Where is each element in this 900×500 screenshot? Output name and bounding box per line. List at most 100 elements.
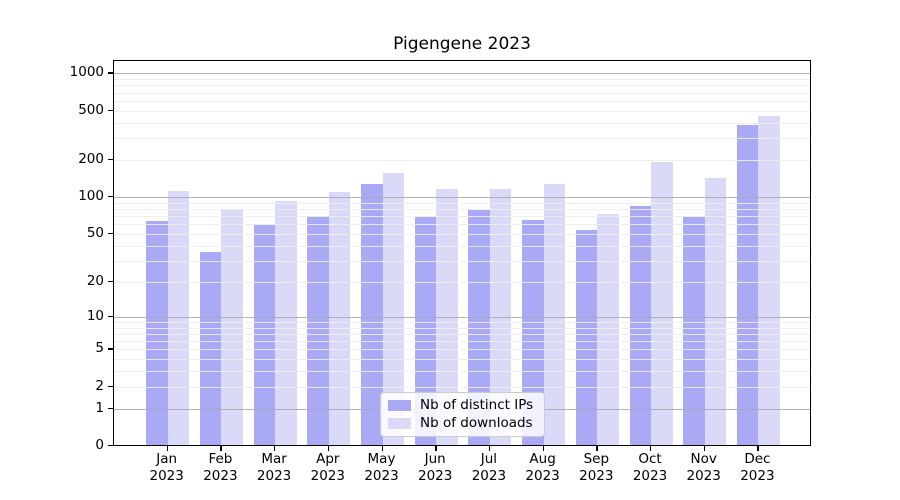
x-tick-mark-mar (274, 446, 276, 451)
x-tick-mark-may (381, 446, 383, 451)
legend-label-downloads: Nb of downloads (420, 414, 533, 431)
minor-gridline-50 (114, 233, 810, 235)
y-tick-mark-5 (108, 348, 113, 350)
x-tick-mark-jul (488, 446, 491, 451)
x-tick-label-jul: Jul 2023 (471, 451, 507, 484)
minor-gridline-700 (114, 92, 810, 94)
y-tick-label-10: 10 (86, 307, 104, 324)
x-tick-mark-sep (596, 446, 598, 451)
x-tick-label-dec: Dec 2023 (740, 451, 775, 484)
y-tick-label-1000: 1000 (69, 64, 104, 81)
minor-gridline-600 (114, 100, 810, 102)
legend-item-downloads: Nb of downloads (388, 414, 537, 431)
legend-label-distinct-ips: Nb of distinct IPs (420, 397, 534, 414)
minor-gridline-7 (114, 333, 810, 335)
y-tick-mark-10 (108, 315, 113, 317)
minor-gridline-400 (114, 122, 810, 124)
bar-ips-dec (736, 124, 759, 445)
y-tick-mark-100 (108, 196, 113, 198)
x-tick-label-aug: Aug 2023 (525, 451, 560, 484)
major-gridline-10 (114, 316, 810, 318)
bar-downloads-sep (597, 214, 619, 445)
x-tick-mark-jun (435, 446, 437, 451)
minor-gridline-9 (114, 321, 810, 323)
legend: Nb of distinct IPs Nb of downloads (380, 392, 545, 437)
y-tick-mark-500 (108, 109, 113, 111)
x-tick-mark-feb (220, 446, 222, 451)
x-tick-mark-aug (542, 446, 544, 451)
minor-gridline-200 (114, 159, 810, 161)
minor-gridline-4 (114, 359, 810, 361)
bar-ips-may (361, 183, 383, 445)
bar-ips-mar (253, 224, 276, 445)
minor-gridline-800 (114, 85, 810, 87)
minor-gridline-900 (114, 79, 810, 80)
minor-gridline-500 (114, 110, 810, 112)
bar-downloads-nov (704, 177, 727, 445)
y-tick-label-100: 100 (78, 188, 104, 204)
y-tick-mark-20 (108, 280, 113, 283)
y-tick-label-0: 0 (95, 437, 104, 453)
x-tick-mark-dec (757, 446, 759, 451)
bar-ips-oct (629, 206, 651, 445)
minor-gridline-5 (114, 349, 810, 351)
bar-ips-sep (575, 229, 598, 445)
minor-gridline-3 (114, 371, 810, 373)
major-gridline-100 (114, 197, 810, 198)
x-tick-label-nov: Nov 2023 (686, 451, 721, 484)
y-tick-label-20: 20 (86, 272, 104, 289)
minor-gridline-60 (114, 224, 810, 226)
x-tick-label-sep: Sep 2023 (579, 451, 614, 484)
legend-item-distinct-ips: Nb of distinct IPs (388, 398, 537, 413)
bar-downloads-apr (328, 191, 351, 445)
x-tick-label-oct: Oct 2023 (632, 451, 668, 484)
bar-ips-jun (414, 217, 437, 445)
bar-ips-nov (683, 217, 705, 445)
x-tick-mark-apr (327, 446, 330, 451)
minor-gridline-90 (114, 202, 810, 204)
bar-ips-jan (146, 221, 168, 445)
bar-downloads-feb (221, 208, 243, 445)
major-gridline-1000 (114, 73, 810, 75)
y-tick-label-1: 1 (95, 399, 104, 416)
bar-ips-apr (307, 215, 329, 445)
minor-gridline-80 (114, 208, 810, 210)
bar-downloads-oct (651, 161, 673, 445)
x-tick-label-may: May 2023 (364, 451, 399, 484)
y-tick-label-50: 50 (86, 224, 104, 241)
x-tick-mark-nov (703, 446, 706, 451)
y-tick-mark-1 (108, 407, 113, 409)
y-tick-label-200: 200 (78, 150, 104, 167)
minor-gridline-30 (114, 260, 810, 262)
x-tick-label-apr: Apr 2023 (310, 451, 345, 484)
minor-gridline-300 (114, 138, 810, 140)
y-tick-label-5: 5 (95, 340, 104, 357)
x-tick-label-mar: Mar 2023 (256, 451, 292, 484)
plot-area (113, 60, 811, 446)
y-tick-mark-200 (108, 158, 113, 161)
bar-downloads-dec (758, 115, 780, 445)
bar-downloads-jan (167, 190, 190, 445)
legend-swatch-downloads-icon (388, 417, 411, 429)
y-tick-mark-2 (108, 385, 113, 388)
x-tick-label-jun: Jun 2023 (418, 451, 453, 484)
legend-swatch-distinct-ips-icon (388, 400, 411, 412)
x-tick-mark-oct (650, 446, 652, 451)
bar-downloads-may (382, 173, 404, 445)
bar-downloads-mar (275, 200, 297, 445)
bar-ips-feb (199, 252, 222, 445)
minor-gridline-8 (114, 327, 810, 329)
x-tick-mark-jan (166, 446, 169, 451)
x-tick-label-jan: Jan 2023 (149, 451, 184, 484)
y-tick-mark-50 (108, 232, 113, 235)
y-tick-label-500: 500 (78, 101, 104, 118)
minor-gridline-6 (114, 341, 810, 342)
x-tick-label-feb: Feb 2023 (203, 451, 238, 484)
minor-gridline-2 (114, 386, 810, 388)
bar-ips-aug (522, 219, 544, 445)
y-tick-mark-0 (108, 445, 113, 447)
minor-gridline-20 (114, 281, 810, 283)
minor-gridline-70 (114, 216, 810, 217)
y-tick-label-2: 2 (95, 377, 104, 394)
